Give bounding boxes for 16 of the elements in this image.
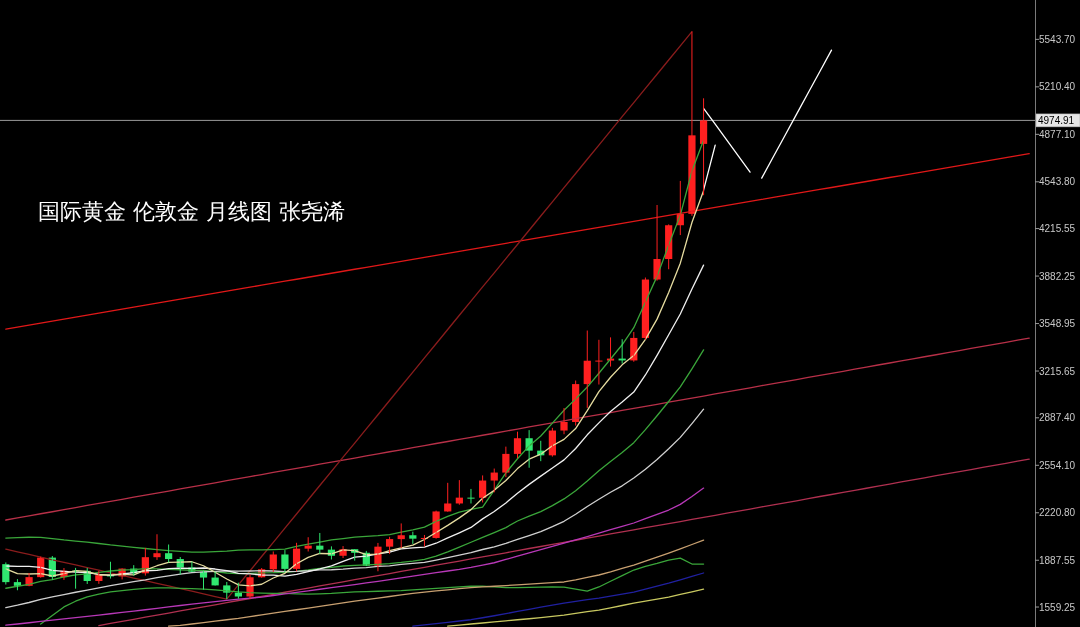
- y-tick-label: 1887.55: [1039, 554, 1076, 566]
- y-tick-label: 4215.55: [1039, 223, 1076, 235]
- y-tick-label: 4877.10: [1039, 128, 1076, 140]
- y-tick-label: 2887.40: [1039, 412, 1076, 424]
- ref-line-label: 4974.91: [1038, 114, 1075, 126]
- y-tick-label: 3882.25: [1039, 270, 1076, 282]
- ref-label: 4974.91: [1035, 113, 1080, 128]
- y-tick-label: 2220.80: [1039, 507, 1076, 519]
- y-tick-label: 5210.40: [1039, 81, 1076, 93]
- y-tick-label: 1559.25: [1039, 601, 1076, 613]
- y-tick-label: 4543.80: [1039, 176, 1076, 188]
- y-tick-label: 3215.65: [1039, 365, 1076, 377]
- title: 国际黄金 伦敦金 月线图 张尧浠: [38, 199, 345, 224]
- y-tick-label: 2554.10: [1039, 459, 1076, 471]
- y-tick-label: 5543.70: [1039, 33, 1076, 45]
- y-tick-label: 3548.95: [1039, 318, 1076, 330]
